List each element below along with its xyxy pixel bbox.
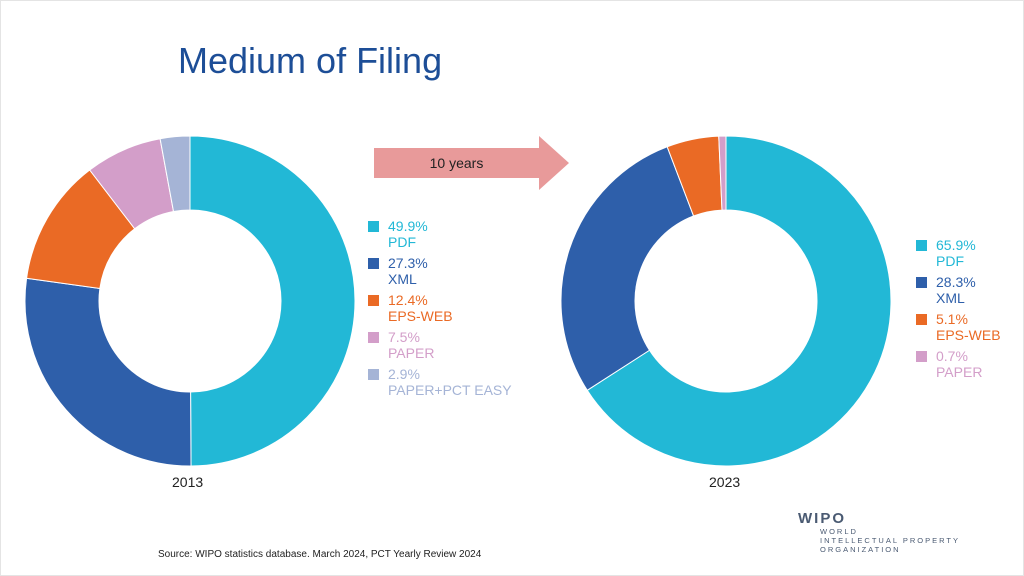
legend-swatch [368,332,379,343]
legend-item: 65.9% PDF [916,237,1001,269]
legend-swatch [916,351,927,362]
legend-label: PDF [388,234,416,250]
legend-swatch [916,240,927,251]
legend-value: 7.5% [388,329,420,345]
legend-item: 27.3% XML [368,255,512,287]
legend-swatch [368,295,379,306]
slice-2013-paper-pct-easy [159,135,191,213]
legend-item: 12.4% EPS-WEB [368,292,512,324]
legend-item: 7.5% PAPER [368,329,512,361]
legend-value: 49.9% [388,218,428,234]
wipo-logo: WIPO WORLD INTELLECTUAL PROPERTY ORGANIZ… [798,510,960,554]
legend-value: 65.9% [936,237,976,253]
legend-label: XML [936,290,965,306]
legend-label: PAPER [388,345,435,361]
legend-value: 28.3% [936,274,976,290]
year-label-2023: 2023 [709,474,741,490]
legend-label: PAPER [936,364,983,380]
legend-swatch [368,221,379,232]
legend-swatch [916,277,927,288]
slice-2013-pdf [189,135,356,467]
legend-value: 2.9% [388,366,420,382]
legend-swatch [916,314,927,325]
source-note: Source: WIPO statistics database. March … [158,549,482,560]
legend-2023: 65.9% PDF 28.3% XML 5.1% EPS-WEB 0.7% PAPER [916,237,1001,385]
legend-swatch [368,258,379,269]
legend-item: 2.9% PAPER+PCT EASY [368,366,512,398]
legend-label: EPS-WEB [936,327,1001,343]
legend-value: 27.3% [388,255,428,271]
slice-2023-pdf [586,135,892,467]
legend-label: PAPER+PCT EASY [388,382,512,398]
legend-item: 28.3% XML [916,274,1001,306]
slide-title: Medium of Filing [178,40,443,81]
legend-item: 0.7% PAPER [916,348,1001,380]
arrow-label: 10 years [429,155,484,171]
legend-item: 5.1% EPS-WEB [916,311,1001,343]
legend-value: 0.7% [936,348,968,364]
logo-org-line2: INTELLECTUAL PROPERTY [820,536,960,545]
legend-value: 5.1% [936,311,968,327]
logo-org-line3: ORGANIZATION [820,545,901,554]
legend-label: EPS-WEB [388,308,453,324]
slice-2013-xml [24,277,192,467]
slice-2023-paper [718,135,727,211]
legend-swatch [368,369,379,380]
logo-org-line1: WORLD [820,527,858,536]
legend-value: 12.4% [388,292,428,308]
slice-2023-xml [560,146,695,391]
legend-2013: 49.9% PDF 27.3% XML 12.4% EPS-WEB 7.5% PAPER 2.9… [368,218,512,403]
arrow-icon [374,136,569,190]
legend-label: XML [388,271,417,287]
logo-brand: WIPO [798,510,846,527]
legend-item: 49.9% PDF [368,218,512,250]
year-label-2013: 2013 [172,474,204,490]
legend-label: PDF [936,253,964,269]
